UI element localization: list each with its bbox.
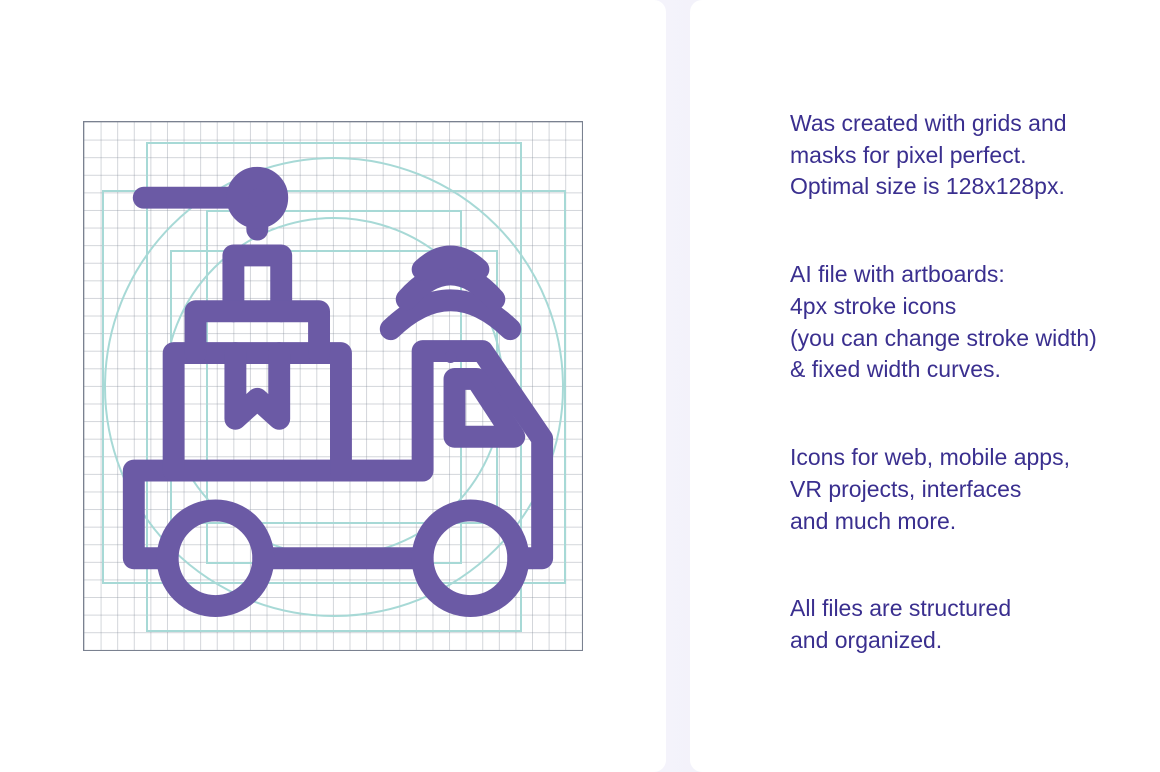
feature-line: Icons for web, mobile apps, bbox=[790, 442, 1100, 474]
feature-line: and organized. bbox=[790, 625, 1100, 657]
smart-crane-delivery-truck-icon bbox=[84, 122, 582, 650]
feature-line: All files are structured bbox=[790, 593, 1100, 625]
feature-paragraph: Icons for web, mobile apps,VR projects, … bbox=[790, 442, 1100, 537]
feature-line: (you can change stroke width) bbox=[790, 323, 1100, 355]
feature-line: AI file with artboards: bbox=[790, 259, 1100, 291]
feature-line: Optimal size is 128x128px. bbox=[790, 171, 1100, 203]
feature-line: and much more. bbox=[790, 506, 1100, 538]
feature-line: & fixed width curves. bbox=[790, 354, 1100, 386]
feature-paragraph: All files are structuredand organized. bbox=[790, 593, 1100, 656]
feature-paragraph: Was created with grids andmasks for pixe… bbox=[790, 108, 1100, 203]
feature-line: 4px stroke icons bbox=[790, 291, 1100, 323]
feature-line: Was created with grids and bbox=[790, 108, 1100, 140]
description-card: Was created with grids andmasks for pixe… bbox=[690, 0, 1160, 772]
feature-line: masks for pixel perfect. bbox=[790, 140, 1100, 172]
feature-paragraph: AI file with artboards:4px stroke icons(… bbox=[790, 259, 1100, 386]
icon-grid-frame bbox=[83, 121, 583, 651]
feature-line: VR projects, interfaces bbox=[790, 474, 1100, 506]
icon-preview-card bbox=[0, 0, 666, 772]
